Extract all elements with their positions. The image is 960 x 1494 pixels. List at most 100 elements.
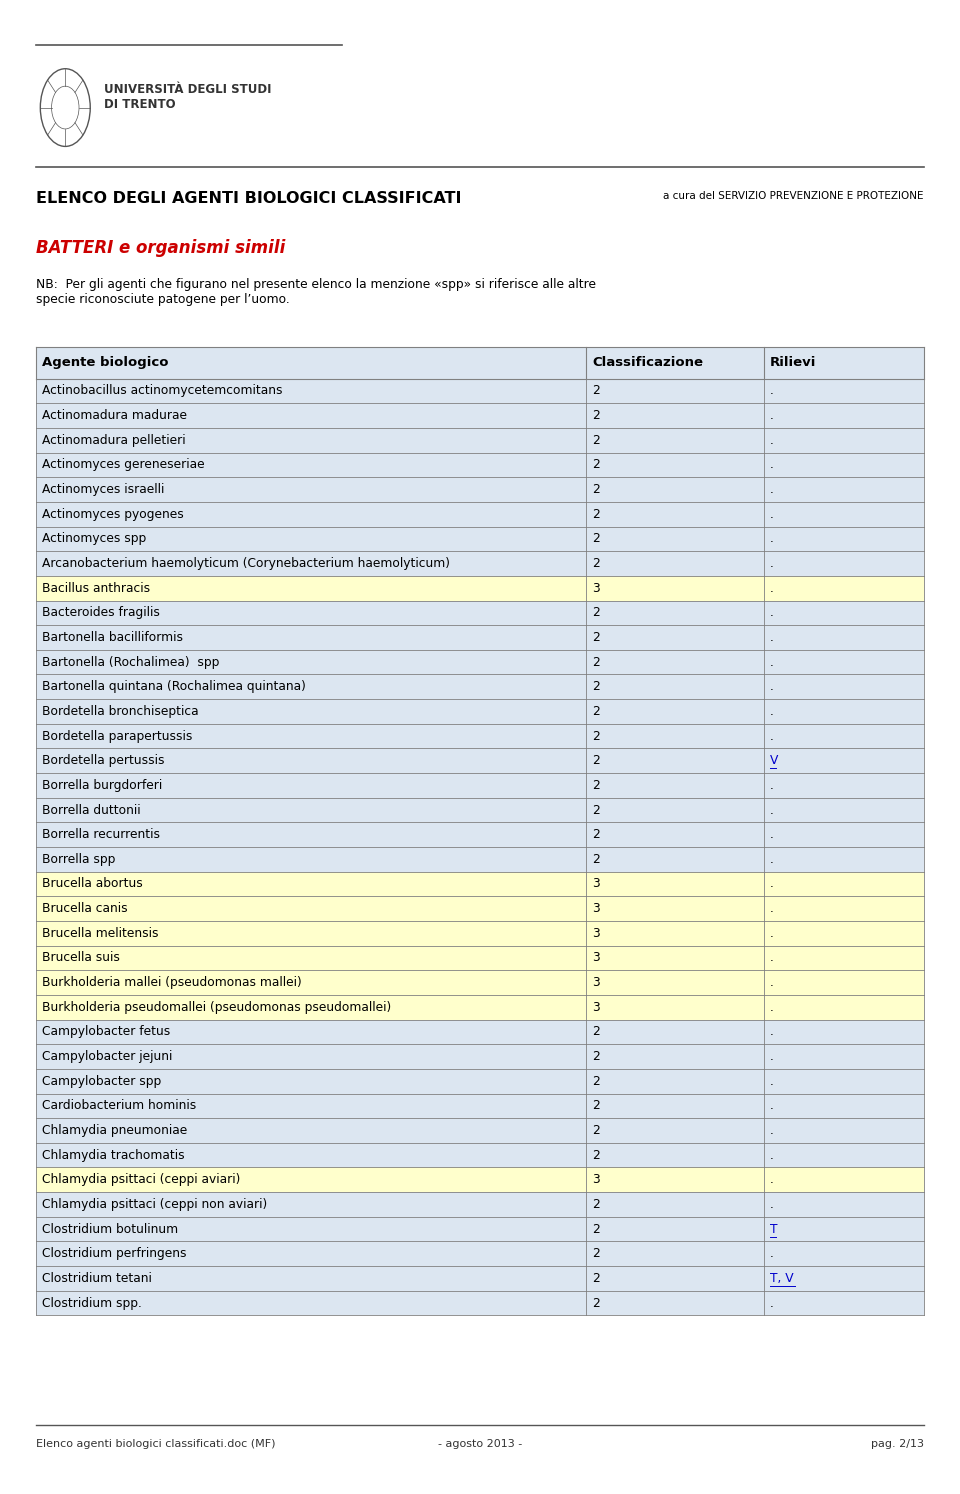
Text: .: . xyxy=(770,607,774,620)
Bar xyxy=(587,551,764,575)
Text: .: . xyxy=(770,630,774,644)
Text: 2: 2 xyxy=(592,630,600,644)
Bar xyxy=(764,1094,924,1118)
Text: 2: 2 xyxy=(592,828,600,841)
Text: 2: 2 xyxy=(592,459,600,472)
Text: 2: 2 xyxy=(592,532,600,545)
Bar xyxy=(764,1192,924,1216)
Bar xyxy=(764,551,924,575)
Bar xyxy=(36,347,587,378)
Text: .: . xyxy=(770,976,774,989)
Bar xyxy=(587,1216,764,1242)
Bar xyxy=(36,822,587,847)
Text: Borrella recurrentis: Borrella recurrentis xyxy=(42,828,160,841)
Text: .: . xyxy=(770,952,774,965)
Bar xyxy=(587,1044,764,1068)
Text: Bacillus anthracis: Bacillus anthracis xyxy=(42,581,151,595)
Bar xyxy=(36,502,587,526)
Text: Borrella duttonii: Borrella duttonii xyxy=(42,804,141,817)
Text: 2: 2 xyxy=(592,804,600,817)
Text: .: . xyxy=(770,705,774,719)
Bar xyxy=(587,871,764,896)
Text: .: . xyxy=(770,877,774,890)
Bar xyxy=(587,526,764,551)
Bar xyxy=(587,403,764,427)
Bar xyxy=(587,946,764,970)
Bar xyxy=(36,477,587,502)
Bar xyxy=(36,970,587,995)
Bar xyxy=(587,427,764,453)
Bar xyxy=(36,1291,587,1315)
Bar xyxy=(36,1143,587,1167)
Text: .: . xyxy=(770,1074,774,1088)
Text: 2: 2 xyxy=(592,1271,600,1285)
Bar xyxy=(36,427,587,453)
Text: Bacteroides fragilis: Bacteroides fragilis xyxy=(42,607,160,620)
Text: Brucella abortus: Brucella abortus xyxy=(42,877,143,890)
Bar xyxy=(36,1265,587,1291)
Text: Agente biologico: Agente biologico xyxy=(42,356,169,369)
Text: Bordetella parapertussis: Bordetella parapertussis xyxy=(42,729,193,743)
Bar xyxy=(36,551,587,575)
Text: T, V: T, V xyxy=(770,1271,793,1285)
Text: Campylobacter jejuni: Campylobacter jejuni xyxy=(42,1050,173,1064)
Bar xyxy=(36,699,587,723)
Text: 2: 2 xyxy=(592,778,600,792)
Bar xyxy=(587,798,764,822)
Text: Bartonella bacilliformis: Bartonella bacilliformis xyxy=(42,630,183,644)
Bar xyxy=(36,1192,587,1216)
Bar xyxy=(36,798,587,822)
Bar xyxy=(764,403,924,427)
Text: NB:  Per gli agenti che figurano nel presente elenco la menzione «spp» si riferi: NB: Per gli agenti che figurano nel pres… xyxy=(36,278,596,306)
Text: 2: 2 xyxy=(592,1247,600,1261)
Bar xyxy=(587,477,764,502)
Bar xyxy=(36,575,587,601)
Text: T: T xyxy=(770,1222,777,1236)
Text: V: V xyxy=(770,754,778,768)
Text: 2: 2 xyxy=(592,729,600,743)
Bar xyxy=(764,674,924,699)
Bar xyxy=(764,427,924,453)
Text: Chlamydia trachomatis: Chlamydia trachomatis xyxy=(42,1149,185,1162)
Text: Chlamydia psittaci (ceppi aviari): Chlamydia psittaci (ceppi aviari) xyxy=(42,1173,241,1186)
Bar xyxy=(36,748,587,772)
Bar xyxy=(36,403,587,427)
Text: .: . xyxy=(770,508,774,521)
Bar xyxy=(587,1242,764,1265)
Bar xyxy=(764,1291,924,1315)
Bar xyxy=(764,995,924,1019)
Bar xyxy=(764,502,924,526)
Text: .: . xyxy=(770,532,774,545)
Bar xyxy=(36,378,587,403)
Text: Cardiobacterium hominis: Cardiobacterium hominis xyxy=(42,1100,197,1113)
Text: 2: 2 xyxy=(592,409,600,423)
Bar xyxy=(764,601,924,624)
Bar xyxy=(764,699,924,723)
Text: Arcanobacterium haemolyticum (Corynebacterium haemolyticum): Arcanobacterium haemolyticum (Corynebact… xyxy=(42,557,450,571)
Bar xyxy=(764,526,924,551)
Bar xyxy=(36,1094,587,1118)
Bar xyxy=(764,1044,924,1068)
Text: .: . xyxy=(770,778,774,792)
Text: Actinomadura madurae: Actinomadura madurae xyxy=(42,409,187,423)
Bar xyxy=(764,772,924,798)
Bar xyxy=(587,748,764,772)
Text: 3: 3 xyxy=(592,1001,600,1014)
Text: .: . xyxy=(770,656,774,669)
Text: 2: 2 xyxy=(592,1025,600,1038)
Bar xyxy=(36,1242,587,1265)
Text: Actinomyces pyogenes: Actinomyces pyogenes xyxy=(42,508,184,521)
Bar xyxy=(587,723,764,748)
Bar xyxy=(764,378,924,403)
Text: 2: 2 xyxy=(592,607,600,620)
Text: .: . xyxy=(770,1050,774,1064)
Bar xyxy=(36,601,587,624)
Bar xyxy=(764,920,924,946)
Text: Actinomyces israelli: Actinomyces israelli xyxy=(42,483,164,496)
Bar xyxy=(764,624,924,650)
Bar xyxy=(36,772,587,798)
Text: 3: 3 xyxy=(592,926,600,940)
Bar xyxy=(587,1143,764,1167)
Text: .: . xyxy=(770,804,774,817)
Bar xyxy=(36,1068,587,1094)
